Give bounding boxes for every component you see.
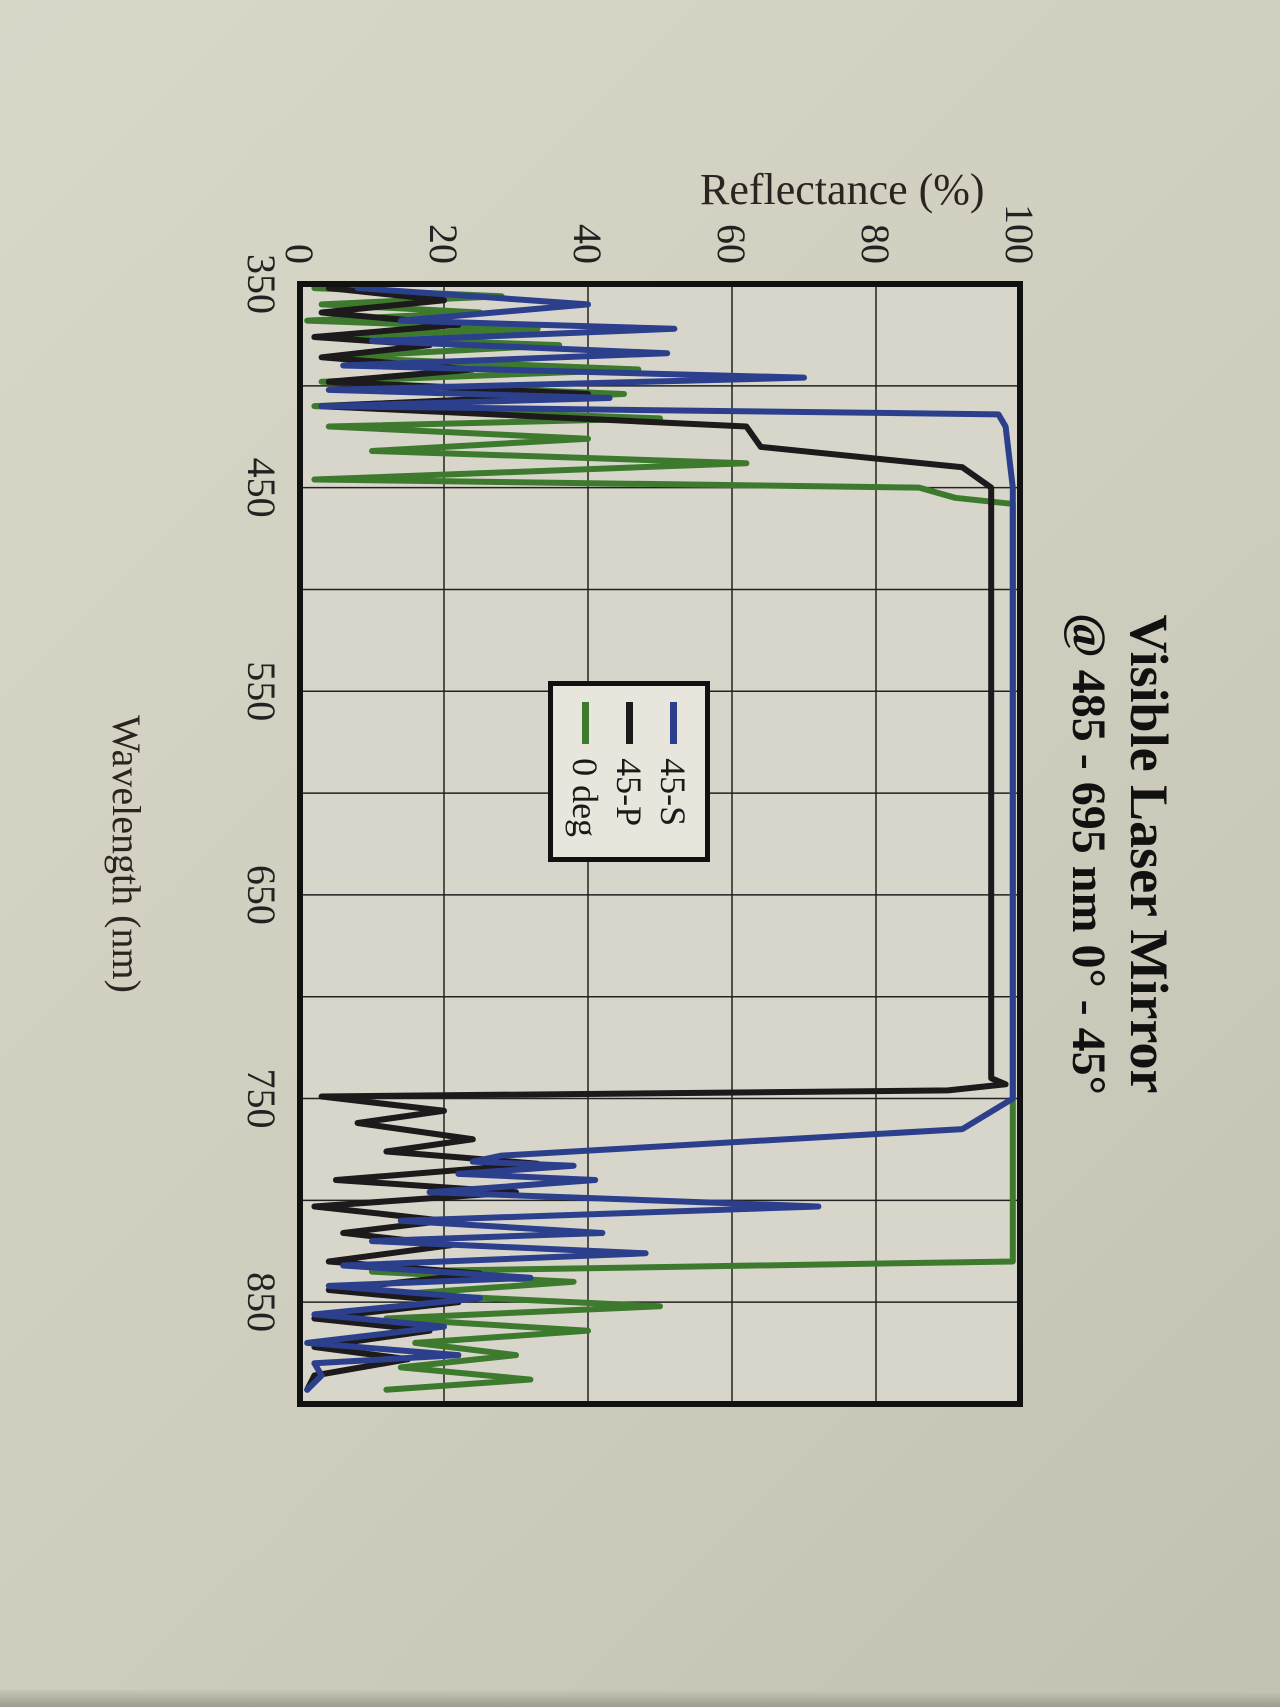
y-tick-label: 80 [853, 224, 898, 264]
legend-swatch-icon [669, 702, 677, 745]
legend-item: 45-P [607, 702, 651, 837]
legend-item: 45-S [651, 702, 695, 837]
legend-label: 45-P [609, 758, 650, 827]
x-tick-label: 350 [239, 254, 284, 314]
series-lines [304, 285, 1016, 1393]
y-tick-label: 40 [565, 224, 610, 264]
y-tick-label: 20 [421, 224, 466, 264]
x-tick-label: 550 [239, 661, 284, 721]
legend-item: 0 deg [563, 702, 607, 837]
y-tick-label: 0 [277, 244, 322, 264]
x-tick-label: 450 [239, 458, 284, 518]
tick-labels: 0 20 40 60 80 100 350 450 550 650 750 850 [239, 204, 1042, 1332]
rotated-chart-sheet: Visible Laser Mirror @ 485 - 695 nm 0° -… [60, 104, 1220, 1604]
y-tick-label: 60 [709, 224, 754, 264]
x-tick-label: 750 [239, 1069, 284, 1129]
y-tick-label: 100 [997, 204, 1042, 264]
x-tick-label: 850 [239, 1272, 284, 1332]
x-tick-label: 650 [239, 865, 284, 925]
plot-frame [297, 281, 1023, 1407]
x-axis-label: Wavelength (nm) [104, 715, 149, 993]
legend: 45-S 45-P 0 deg [548, 681, 711, 863]
legend-swatch-icon [581, 702, 589, 745]
photo-edge-shadow [0, 1690, 1280, 1707]
legend-label: 45-S [653, 758, 694, 827]
series-line-45-s [304, 285, 1016, 1393]
legend-label: 0 deg [565, 758, 606, 838]
legend-swatch-icon [625, 702, 633, 745]
